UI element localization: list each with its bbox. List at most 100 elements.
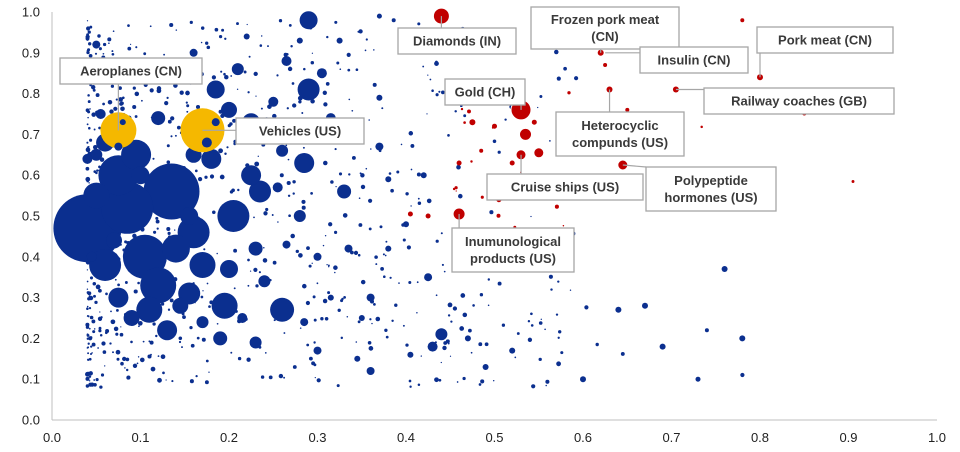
small-dot	[394, 303, 398, 307]
small-dot	[87, 352, 90, 355]
small-dot	[348, 173, 351, 176]
small-dot	[93, 128, 96, 131]
small-dot	[299, 327, 302, 329]
small-dot	[92, 88, 96, 92]
small-dot	[89, 138, 93, 142]
small-dot	[334, 148, 337, 151]
annotation-label: hormones (US)	[664, 190, 757, 205]
small-dot	[236, 88, 239, 91]
small-dot	[384, 254, 387, 257]
small-dot	[229, 190, 234, 194]
small-dot	[527, 337, 533, 342]
small-dot	[93, 379, 96, 381]
bubble	[281, 56, 292, 66]
small-dot	[92, 330, 96, 334]
small-dot	[442, 345, 447, 351]
small-dot	[136, 362, 139, 365]
small-dot	[459, 326, 465, 331]
small-dot	[447, 314, 451, 317]
small-dot	[181, 346, 183, 349]
small-dot	[118, 97, 123, 102]
bubble	[201, 137, 212, 148]
small-dot	[346, 52, 351, 57]
small-dot	[540, 318, 542, 320]
bubble	[358, 315, 365, 321]
small-dot	[454, 186, 458, 190]
x-tick-label: 0.4	[397, 430, 415, 445]
small-dot	[478, 383, 482, 386]
bubble	[237, 313, 248, 323]
small-dot	[88, 371, 93, 376]
small-dot	[314, 376, 316, 379]
small-dot	[740, 372, 745, 378]
small-dot	[86, 280, 89, 283]
small-dot	[563, 66, 567, 71]
bubble	[101, 181, 154, 234]
small-dot	[443, 270, 446, 273]
bubble	[86, 251, 97, 262]
small-dot	[88, 42, 92, 46]
small-dot	[538, 321, 543, 325]
small-dot	[125, 368, 129, 372]
small-dot	[153, 230, 157, 234]
bubble	[136, 296, 163, 323]
small-dot	[340, 336, 344, 340]
small-dot	[470, 160, 473, 163]
small-dot	[449, 355, 452, 357]
small-dot	[166, 96, 169, 100]
bubble	[482, 364, 489, 370]
small-dot	[443, 341, 448, 345]
small-dot	[286, 53, 289, 56]
small-dot	[120, 361, 124, 366]
small-dot	[441, 90, 445, 95]
small-dot	[530, 215, 532, 218]
small-dot	[87, 342, 90, 345]
small-dot	[531, 384, 536, 389]
small-dot	[88, 382, 93, 387]
small-dot	[272, 260, 277, 265]
small-dot	[301, 199, 306, 204]
bubbles-layer	[53, 7, 763, 383]
bubble	[180, 207, 199, 225]
small-dot	[98, 47, 102, 51]
small-dot	[402, 238, 406, 242]
small-dot	[417, 22, 421, 26]
small-dot	[259, 44, 263, 47]
small-dot	[372, 82, 377, 87]
small-dot	[97, 347, 99, 349]
small-dot	[130, 43, 132, 46]
small-dot	[416, 281, 419, 284]
small-dot	[262, 258, 268, 263]
bubble	[293, 210, 306, 222]
small-dot	[492, 139, 497, 144]
small-dot	[121, 96, 125, 100]
small-dot	[375, 316, 381, 322]
small-dot	[484, 342, 489, 347]
bubble	[313, 252, 322, 261]
bubble	[615, 306, 622, 313]
small-dot	[85, 166, 90, 171]
small-dot	[220, 70, 223, 73]
small-dot	[116, 357, 120, 361]
small-dot	[93, 170, 97, 173]
small-dot	[113, 106, 118, 111]
bubble	[407, 351, 414, 358]
small-dot	[132, 104, 137, 110]
small-dot	[426, 198, 432, 204]
small-dot	[97, 169, 100, 171]
small-dot	[360, 173, 365, 178]
small-dot	[148, 340, 151, 343]
small-dot	[195, 374, 198, 378]
bubble	[151, 111, 166, 126]
small-dot	[574, 76, 579, 81]
small-dot	[167, 119, 172, 124]
small-dot	[527, 320, 531, 323]
small-dot	[257, 155, 259, 157]
small-dot	[166, 144, 170, 148]
small-dot	[205, 41, 209, 45]
small-dot	[226, 146, 229, 149]
small-dot	[85, 384, 90, 388]
small-dot	[353, 250, 359, 255]
small-dot	[255, 284, 259, 288]
small-dot	[462, 312, 468, 318]
